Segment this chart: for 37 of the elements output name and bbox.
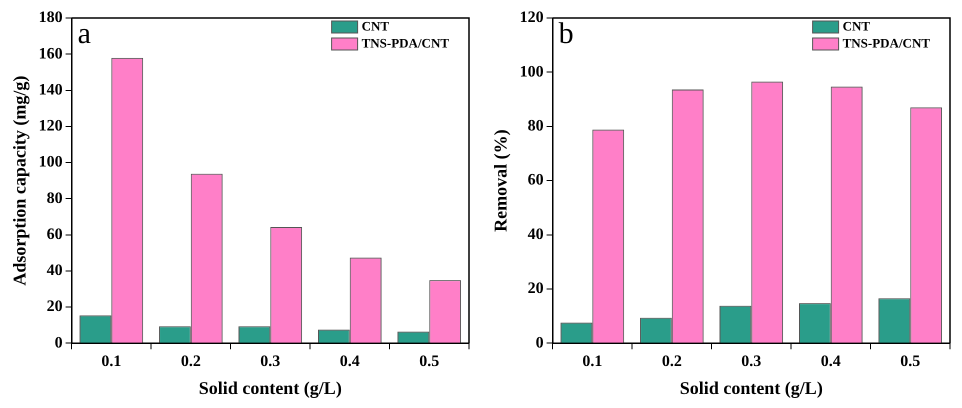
y-tick-label: 0 [536,334,544,352]
y-tick-label: 120 [520,9,544,26]
legend-label: TNS-PDA/CNT [842,35,930,50]
x-tick-label: 0.5 [419,352,440,370]
y-axis-title: Removal (%) [490,129,510,232]
legend-label: CNT [362,18,390,34]
x-tick-label: 0.4 [340,352,360,370]
x-tick-label: 0.3 [260,352,280,370]
x-tick-label: 0.5 [900,352,920,370]
x-tick-label: 0.2 [662,352,682,370]
y-tick-label: 0 [54,334,63,352]
x-tick-label: 0.2 [180,352,201,370]
y-tick-label: 100 [38,154,63,171]
y-tick-label: 140 [38,81,63,98]
y-axis-title: Adsorption capacity (mg/g) [9,76,30,286]
x-tick-label: 0.3 [741,352,762,370]
x-tick-label: 0.4 [820,352,841,370]
y-tick-label: 80 [528,118,544,135]
y-tick-label: 100 [520,63,544,80]
x-tick-label: 0.1 [582,352,602,370]
y-tick-label: 160 [38,45,63,62]
y-tick-label: 20 [528,280,544,298]
y-tick-label: 20 [46,298,63,316]
legend-label: TNS-PDA/CNT [362,35,450,50]
annotation: a [78,16,91,50]
y-tick-label: 40 [46,262,63,280]
y-tick-label: 80 [46,190,63,207]
x-axis-title: Solid content (g/L) [198,378,342,398]
legend-label: CNT [842,18,870,34]
y-tick-label: 40 [528,226,544,243]
y-tick-label: 120 [38,118,63,135]
x-axis-title: Solid content (g/L) [680,378,823,398]
x-tick-label: 0.1 [101,352,122,370]
y-tick-label: 60 [46,226,63,243]
y-tick-label: 60 [528,172,544,189]
y-tick-label: 180 [38,9,63,26]
annotation: b [558,16,574,50]
